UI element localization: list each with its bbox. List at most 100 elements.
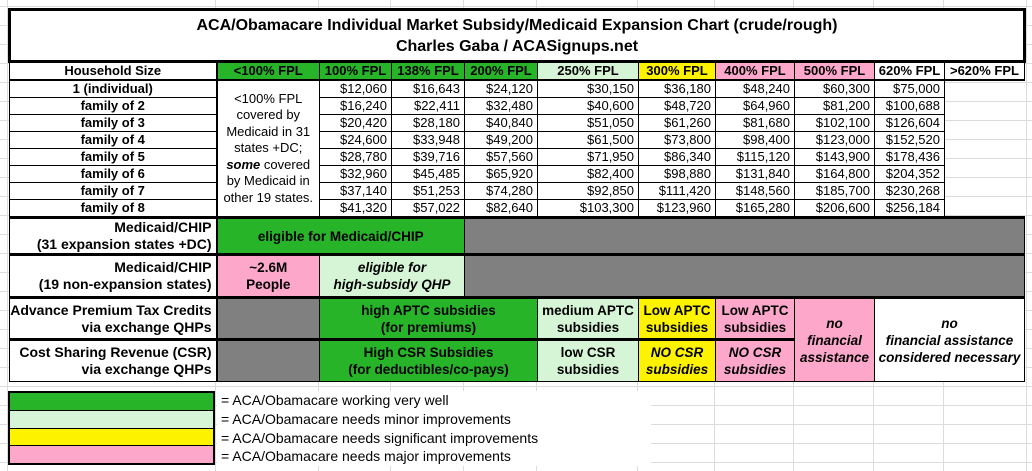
income-value-cell: $48,240 <box>715 79 795 98</box>
income-value-cell: $103,300 <box>537 199 639 218</box>
not-applicable-gray-cell <box>464 253 1025 298</box>
blank-over-620-area <box>945 80 1025 218</box>
income-value-cell: $61,500 <box>537 131 639 149</box>
income-value-cell: $57,022 <box>391 199 465 218</box>
income-value-cell: $123,000 <box>794 131 875 149</box>
income-value-cell: $51,050 <box>537 114 639 132</box>
fpl-header-cell: 620% FPL <box>874 61 945 81</box>
income-value-cell: $82,400 <box>537 165 639 183</box>
income-value-cell: $57,560 <box>464 148 538 166</box>
household-label: family of 7 <box>9 182 218 200</box>
legend-swatch-pink <box>10 445 213 464</box>
income-value-cell: $81,200 <box>794 97 875 115</box>
medicaid-gap-people-cell: ~2.6M People <box>216 253 320 298</box>
income-value-cell: $165,280 <box>715 199 795 218</box>
income-value-cell: $28,780 <box>319 148 392 166</box>
income-value-cell: $12,060 <box>319 79 392 98</box>
not-applicable-gray-cell <box>464 216 1025 255</box>
income-value-cell: $64,960 <box>715 97 795 115</box>
income-value-cell: $164,800 <box>794 165 875 183</box>
high-subsidy-qhp-cell: eligible for high-subsidy QHP <box>319 253 465 298</box>
income-value-cell: $86,340 <box>638 148 716 166</box>
medicaid-expansion-label: Medicaid/CHIP (31 expansion states +DC) <box>9 216 218 255</box>
income-value-cell: $75,000 <box>874 79 945 98</box>
low-aptc-300-cell: Low APTC subsidies <box>638 296 716 340</box>
household-label: family of 8 <box>9 199 218 218</box>
medium-aptc-cell: medium APTC subsidies <box>537 296 639 340</box>
income-value-cell: $143,900 <box>794 148 875 166</box>
no-financial-assistance-cell: no financial assistance <box>794 296 875 382</box>
income-value-cell: $73,800 <box>638 131 716 149</box>
medicaid-nonexpansion-label: Medicaid/CHIP (19 non-expansion states) <box>9 253 218 298</box>
income-value-cell: $74,280 <box>464 182 538 200</box>
income-value-cell: $37,140 <box>319 182 392 200</box>
low-csr-cell: low CSR subsidies <box>537 338 639 382</box>
no-csr-400-cell: NO CSR subsidies <box>715 338 795 382</box>
income-value-cell: $40,600 <box>537 97 639 115</box>
chart-title-line2: Charles Gaba / ACASignups.net <box>395 38 639 55</box>
income-value-cell: $30,150 <box>537 79 639 98</box>
csr-row-label: Cost Sharing Revenue (CSR) via exchange Q… <box>9 338 218 382</box>
fpl-header-cell: 300% FPL <box>638 61 716 81</box>
income-value-cell: $33,948 <box>391 131 465 149</box>
fpl-header-cell: 200% FPL <box>464 61 538 81</box>
income-value-cell: $22,411 <box>391 97 465 115</box>
income-value-cell: $36,180 <box>638 79 716 98</box>
income-value-cell: $39,716 <box>391 148 465 166</box>
income-value-cell: $256,184 <box>874 199 945 218</box>
income-value-cell: $49,200 <box>464 131 538 149</box>
income-value-cell: $115,120 <box>715 148 795 166</box>
legend-swatch-yellow <box>10 427 213 446</box>
no-assistance-needed-cell: no financial assistance considered necessa… <box>874 296 1025 382</box>
subsidy-chart-table: ACA/Obamacare Individual Market Subsidy/… <box>8 8 1026 382</box>
legend-swatch-column <box>8 391 215 466</box>
income-value-cell: $32,960 <box>319 165 392 183</box>
income-value-cell: $185,700 <box>794 182 875 200</box>
income-value-cell: $126,604 <box>874 114 945 132</box>
chart-title: ACA/Obamacare Individual Market Subsidy/… <box>8 8 1026 63</box>
income-value-cell: $100,688 <box>874 97 945 115</box>
income-value-cell: $51,253 <box>391 182 465 200</box>
income-value-cell: $230,268 <box>874 182 945 200</box>
income-value-cell: $40,840 <box>464 114 538 132</box>
income-value-cell: $206,600 <box>794 199 875 218</box>
income-value-cell: $41,320 <box>319 199 392 218</box>
high-aptc-cell: high APTC subsidies (for premiums) <box>319 296 538 340</box>
income-value-cell: $111,420 <box>638 182 716 200</box>
income-value-cell: $98,400 <box>715 131 795 149</box>
chart-title-line1: ACA/Obamacare Individual Market Subsidy/… <box>196 17 838 34</box>
legend-text-column: = ACA/Obamacare working very well = ACA/… <box>217 391 651 467</box>
income-value-cell: $24,120 <box>464 79 538 98</box>
income-value-cell: $28,180 <box>391 114 465 132</box>
legend-label-light-green: = ACA/Obamacare needs minor improvements <box>217 409 651 429</box>
household-label: family of 5 <box>9 148 218 166</box>
income-value-cell: $92,850 <box>537 182 639 200</box>
income-value-cell: $16,643 <box>391 79 465 98</box>
low-aptc-400-cell: Low APTC subsidies <box>715 296 795 340</box>
household-size-header: Household Size <box>9 61 218 81</box>
household-label: family of 2 <box>9 97 218 115</box>
income-value-cell: $45,485 <box>391 165 465 183</box>
legend-label-yellow: = ACA/Obamacare needs significant improv… <box>217 428 651 448</box>
not-applicable-gray-cell <box>216 296 320 340</box>
not-applicable-gray-cell <box>216 338 320 382</box>
household-label: 1 (individual) <box>9 79 218 98</box>
fpl-header-cell: 250% FPL <box>537 61 639 81</box>
income-value-cell: $32,480 <box>464 97 538 115</box>
high-csr-cell: High CSR Subsidies (for deductibles/co-pa… <box>319 338 538 382</box>
income-value-cell: $71,950 <box>537 148 639 166</box>
no-csr-300-cell: NO CSR subsidies <box>638 338 716 382</box>
income-value-cell: $98,880 <box>638 165 716 183</box>
income-value-cell: $60,300 <box>794 79 875 98</box>
income-value-cell: $178,436 <box>874 148 945 166</box>
fpl-header-cell: 500% FPL <box>794 61 875 81</box>
legend-label-green: = ACA/Obamacare working very well <box>217 391 651 410</box>
income-value-cell: $152,520 <box>874 131 945 149</box>
legend: = ACA/Obamacare working very well = ACA/… <box>8 391 651 467</box>
household-label: family of 3 <box>9 114 218 132</box>
income-value-cell: $81,680 <box>715 114 795 132</box>
legend-swatch-green <box>10 393 213 410</box>
income-value-cell: $102,100 <box>794 114 875 132</box>
legend-label-pink: = ACA/Obamacare needs major improvements <box>217 447 651 467</box>
fpl-header-cell: 138% FPL <box>391 61 465 81</box>
